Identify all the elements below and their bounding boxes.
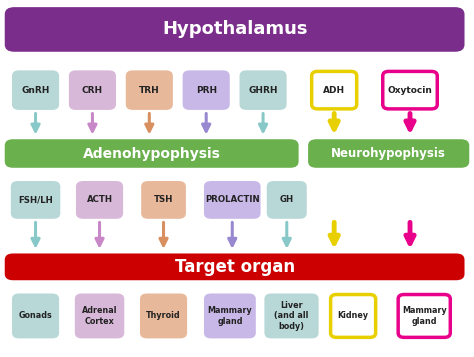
Text: Adenohypophysis: Adenohypophysis xyxy=(83,146,220,161)
Text: Kidney: Kidney xyxy=(337,311,369,321)
FancyBboxPatch shape xyxy=(383,71,437,109)
FancyBboxPatch shape xyxy=(127,71,172,109)
Text: GnRH: GnRH xyxy=(21,86,50,95)
FancyBboxPatch shape xyxy=(398,295,450,337)
Text: Oxytocin: Oxytocin xyxy=(388,86,432,95)
Text: ACTH: ACTH xyxy=(87,195,112,205)
FancyBboxPatch shape xyxy=(76,295,123,337)
Text: FSH/LH: FSH/LH xyxy=(18,195,53,205)
Text: GH: GH xyxy=(280,195,294,205)
FancyBboxPatch shape xyxy=(12,182,59,218)
FancyBboxPatch shape xyxy=(77,182,122,218)
FancyBboxPatch shape xyxy=(308,139,469,168)
FancyBboxPatch shape xyxy=(184,71,228,109)
FancyBboxPatch shape xyxy=(311,71,356,109)
Text: CRH: CRH xyxy=(82,86,103,95)
Text: TRH: TRH xyxy=(139,86,160,95)
Text: Target organ: Target organ xyxy=(174,258,295,276)
Text: Gonads: Gonads xyxy=(18,311,53,321)
FancyBboxPatch shape xyxy=(205,182,259,218)
Text: Neurohypophysis: Neurohypophysis xyxy=(331,147,446,160)
Text: GHRH: GHRH xyxy=(248,86,278,95)
Text: PRH: PRH xyxy=(196,86,217,95)
FancyBboxPatch shape xyxy=(70,71,115,109)
FancyBboxPatch shape xyxy=(13,71,58,109)
FancyBboxPatch shape xyxy=(13,295,58,337)
FancyBboxPatch shape xyxy=(241,71,285,109)
FancyBboxPatch shape xyxy=(265,295,318,337)
Text: ADH: ADH xyxy=(323,86,345,95)
FancyBboxPatch shape xyxy=(331,295,375,337)
Text: TSH: TSH xyxy=(154,195,173,205)
Text: Adrenal
Cortex: Adrenal Cortex xyxy=(82,306,117,326)
FancyBboxPatch shape xyxy=(5,7,465,52)
Text: Thyroid: Thyroid xyxy=(146,311,181,321)
Text: Hypothalamus: Hypothalamus xyxy=(162,20,307,39)
Text: Mammary
gland: Mammary gland xyxy=(402,306,447,326)
Text: PROLACTIN: PROLACTIN xyxy=(205,195,260,205)
Text: Mammary
gland: Mammary gland xyxy=(208,306,252,326)
FancyBboxPatch shape xyxy=(141,295,186,337)
FancyBboxPatch shape xyxy=(142,182,185,218)
FancyBboxPatch shape xyxy=(5,253,465,280)
FancyBboxPatch shape xyxy=(205,295,255,337)
Text: Liver
(and all
body): Liver (and all body) xyxy=(274,301,309,331)
FancyBboxPatch shape xyxy=(268,182,306,218)
FancyBboxPatch shape xyxy=(5,139,299,168)
